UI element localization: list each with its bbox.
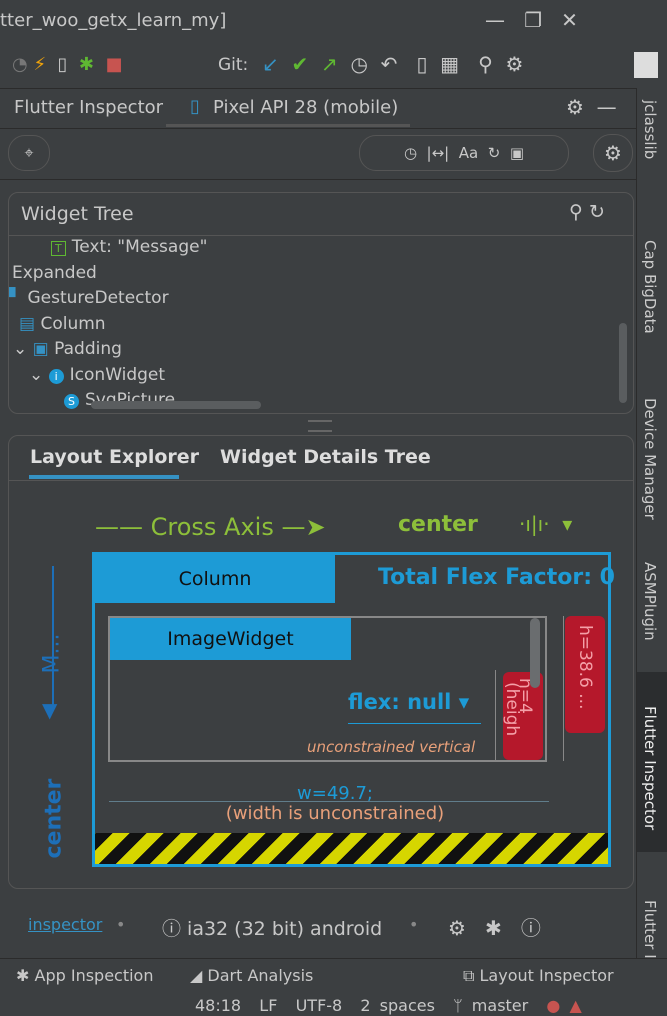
height-note: (heigh (502, 682, 522, 737)
overlay-buttons[interactable]: ◷ |↔| Aa ↻ ▣ (359, 135, 569, 171)
separator: • (116, 915, 126, 934)
cross-axis: —— Cross Axis —➤ (95, 513, 326, 541)
avatar[interactable] (634, 52, 658, 78)
node-icon: i (48, 369, 64, 384)
sidebar-item[interactable]: ASMPlugin (641, 562, 659, 641)
tool-window-label: Layout Inspector (479, 966, 614, 985)
window-title: tter_woo_getx_learn_my] (0, 10, 227, 31)
sidebar-item[interactable]: Flutter Inspector (641, 706, 659, 831)
outer-height-label: h=38.6 ... (575, 625, 595, 710)
height-arrow (563, 616, 564, 761)
tab-indicator (29, 475, 179, 479)
child-label: ImageWidget (110, 618, 351, 660)
git-label: Git: (218, 55, 249, 75)
git-icons[interactable]: ↙ ✔ ↗ ◷ ↶ ▯ ▦ ⚲ ⚙ (262, 52, 524, 76)
tree-node[interactable]: Expanded (12, 263, 97, 283)
node-icon: S (64, 394, 79, 409)
panel-title: Flutter Inspector (14, 97, 164, 118)
tool-window[interactable]: ◢ Dart Analysis (190, 966, 314, 985)
device-tab[interactable]: Pixel API 28 (mobile) (213, 97, 399, 118)
inspector-link[interactable]: inspector (28, 915, 103, 934)
tab[interactable]: Layout Explorer (30, 446, 200, 468)
settings-button[interactable]: ⚙ (593, 134, 633, 172)
flex-dropdown[interactable]: flex: null ▾ (348, 690, 470, 714)
column-label: Column (95, 555, 335, 603)
sidebar-active (637, 672, 667, 852)
status-item[interactable]: UTF-8 (295, 996, 343, 1015)
sidebar-item[interactable]: Cap BigData (641, 240, 659, 334)
tab-underline (166, 124, 410, 127)
window-controls[interactable]: — ❐ ✕ (485, 8, 578, 32)
main-alignment[interactable]: center (41, 778, 67, 859)
status-item[interactable]: LF (259, 996, 278, 1015)
tab[interactable]: Widget Details Tree (220, 446, 431, 468)
tree-node[interactable]: ▤ Column (19, 314, 106, 334)
layout-explorer-panel: Layout Explorer Widget Details Tree —— C… (8, 435, 634, 889)
sidebar-item[interactable]: Device Manager (641, 398, 659, 520)
tool-window[interactable]: ⧉ Layout Inspector (463, 966, 614, 985)
platform: ⓘ ia32 (32 bit) android (162, 918, 383, 940)
child-box: ImageWidget flex: null ▾ unconstrained v… (108, 616, 547, 762)
node-icon: T (51, 241, 66, 256)
tree-node[interactable]: ⌄ i IconWidget (29, 365, 166, 385)
panel-actions[interactable]: ⚙ — (566, 95, 617, 119)
platform-label: ia32 (32 bit) android (187, 918, 383, 940)
width-note: (width is unconstrained) (225, 803, 445, 824)
tool-window-label: Dart Analysis (207, 966, 314, 985)
footer-actions[interactable]: ⚙ ✱ ⓘ (448, 916, 541, 940)
tool-window[interactable]: ✱ App Inspection (16, 966, 154, 985)
node-label: Text: "Message" (71, 237, 208, 257)
node-label: Column (40, 314, 106, 334)
divider (9, 480, 633, 481)
tree-node[interactable]: ⌄ ▣ Padding (13, 339, 122, 359)
height-value: h=4 (515, 678, 535, 714)
main-axis-arrow: ▼ (42, 698, 58, 722)
cross-alignment[interactable]: center (398, 512, 478, 537)
toolbar-icons[interactable]: ◔ ⚡ ▯ ✱ ■ (12, 54, 123, 75)
tree-node[interactable]: T Text: "Message" (51, 237, 207, 257)
title-bar (0, 0, 667, 42)
node-label: IconWidget (69, 365, 166, 385)
sidebar-item[interactable]: jclasslib (641, 100, 659, 160)
height-label: h=4 (515, 678, 535, 714)
splitter[interactable] (308, 420, 332, 432)
status-bar: 48:18 LF UTF-8 2 spaces ᛘ master ● ▲ (195, 996, 582, 1015)
divider (0, 958, 667, 959)
sidebar-item[interactable]: Flutter I (641, 900, 659, 958)
alignment-dropdown[interactable]: ·ı|ı· ▾ (519, 512, 573, 536)
main-axis-label: M... (39, 633, 65, 674)
column-box: Column Total Flex Factor: 0 ImageWidget … (92, 552, 615, 867)
widget-tree-panel: Widget Tree ⚲ ↻ T Text: "Message" Expande… (8, 192, 634, 414)
scrollbar[interactable] (530, 618, 540, 688)
status-item[interactable]: master (471, 996, 529, 1015)
underline (348, 723, 481, 724)
tree-node[interactable]: ▘ GestureDetector (9, 288, 169, 308)
width-label: w=49.7; (297, 783, 373, 804)
height-arrow (495, 670, 496, 760)
select-mode-button[interactable]: ⌖ (8, 135, 50, 171)
tool-window-label: App Inspection (34, 966, 154, 985)
divider (9, 235, 633, 236)
node-label: GestureDetector (27, 288, 169, 308)
unconstrained-note: unconstrained vertical (307, 738, 476, 756)
scrollbar[interactable] (91, 401, 261, 409)
toolbar (0, 42, 667, 89)
overflow-stripes (95, 833, 608, 864)
device-icon: ▯ (190, 96, 200, 117)
width-arrow (109, 801, 549, 802)
flex-label: flex: null (348, 690, 452, 714)
outer-height-bar (565, 616, 605, 733)
total-flex: Total Flex Factor: 0 (378, 565, 615, 590)
inspector-toolbar (0, 128, 636, 180)
status-item[interactable]: 2 spaces (360, 996, 435, 1015)
separator: • (409, 915, 419, 934)
main-axis-line (52, 566, 54, 706)
scrollbar[interactable] (619, 323, 627, 403)
widget-tree-title: Widget Tree (21, 203, 134, 225)
tree-actions[interactable]: ⚲ ↻ (569, 201, 605, 223)
cross-axis-label: Cross Axis (150, 513, 274, 541)
node-label: Padding (54, 339, 122, 359)
status-item[interactable]: 48:18 (195, 996, 242, 1015)
